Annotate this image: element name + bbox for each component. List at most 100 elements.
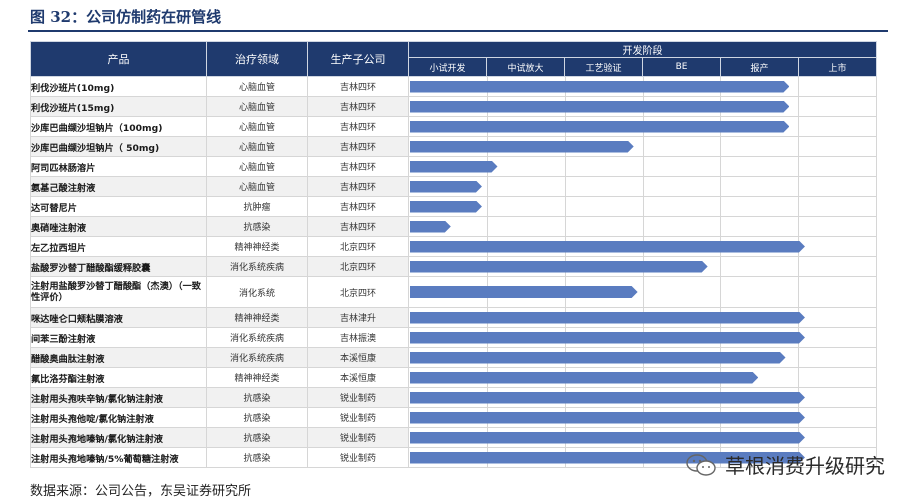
therapeutic-area: 精神神经类 xyxy=(206,307,308,328)
table-row: 注射用头孢他啶/氯化钠注射液 抗感染 锐业制药 xyxy=(30,407,878,428)
figure-title: 图 32：公司仿制药在研管线 xyxy=(30,8,222,26)
progress-bar xyxy=(410,261,708,273)
therapeutic-area: 心脑血管 xyxy=(206,96,308,117)
header-phase-launch: 上市 xyxy=(797,57,878,77)
table-row: 咪达唑仑口颊粘膜溶液 精神神经类 吉林津升 xyxy=(30,307,878,328)
progress-bar xyxy=(410,286,638,298)
header-therapeutic-area: 治疗领域 xyxy=(206,41,308,77)
pipeline-table: 产品 治疗领域 生产子公司 开发阶段 小试开发 中试放大 工艺验证 BE 报产 … xyxy=(30,40,878,468)
subsidiary: 吉林四环 xyxy=(307,136,409,157)
therapeutic-area: 心脑血管 xyxy=(206,136,308,157)
therapeutic-area: 消化系统疾病 xyxy=(206,347,308,368)
product-name: 氟比洛芬酯注射液 xyxy=(30,367,207,388)
phase-divider xyxy=(486,177,488,196)
phase-divider xyxy=(642,277,644,307)
header-phase-filing: 报产 xyxy=(720,57,799,77)
stage-cell xyxy=(407,156,878,177)
table-row: 注射用头孢地嗪钠/5%葡萄糖注射液 抗感染 锐业制药 xyxy=(30,447,878,468)
subsidiary: 锐业制药 xyxy=(307,427,409,448)
therapeutic-area: 精神神经类 xyxy=(206,367,308,388)
product-name: 沙库巴曲缬沙坦钠片（ 50mg) xyxy=(30,136,207,157)
progress-bar xyxy=(410,201,482,213)
progress-bar xyxy=(410,241,805,253)
phase-divider xyxy=(798,257,800,276)
subsidiary: 吉林振澳 xyxy=(307,327,409,348)
progress-bar xyxy=(410,141,634,153)
table-row: 利伐沙班片(15mg) 心脑血管 吉林四环 xyxy=(30,96,878,117)
table-row: 沙库巴曲缬沙坦钠片（100mg) 心脑血管 吉林四环 xyxy=(30,116,878,137)
stage-cell xyxy=(407,407,878,428)
product-name: 注射用头孢他啶/氯化钠注射液 xyxy=(30,407,207,428)
product-name: 达可替尼片 xyxy=(30,196,207,217)
stage-cell xyxy=(407,256,878,277)
table-row: 达可替尼片 抗肿瘤 吉林四环 xyxy=(30,196,878,217)
product-name: 间苯三酚注射液 xyxy=(30,327,207,348)
phase-divider xyxy=(798,177,800,196)
table-row: 注射用头孢呋辛钠/氯化钠注射液 抗感染 锐业制药 xyxy=(30,387,878,408)
subsidiary: 吉林四环 xyxy=(307,76,409,97)
header-development-stage: 开发阶段 xyxy=(407,40,878,59)
phase-divider xyxy=(720,277,722,307)
subsidiary: 吉林四环 xyxy=(307,96,409,117)
phase-divider xyxy=(798,368,800,387)
progress-bar xyxy=(410,161,498,173)
product-name: 注射用头孢地嗪钠/5%葡萄糖注射液 xyxy=(30,447,207,468)
product-name: 醋酸奥曲肽注射液 xyxy=(30,347,207,368)
subsidiary: 吉林四环 xyxy=(307,196,409,217)
therapeutic-area: 心脑血管 xyxy=(206,76,308,97)
phase-divider xyxy=(486,217,488,236)
therapeutic-area: 抗肿瘤 xyxy=(206,196,308,217)
header-subsidiary: 生产子公司 xyxy=(307,41,409,77)
header-phase-validation: 工艺验证 xyxy=(564,57,643,77)
progress-bar xyxy=(410,312,805,324)
progress-bar xyxy=(410,352,786,364)
phase-divider xyxy=(798,157,800,176)
table-row: 间苯三酚注射液 消化系统疾病 吉林振澳 xyxy=(30,327,878,348)
source-note: 数据来源：公司公告，东吴证券研究所 xyxy=(30,484,252,499)
stage-cell xyxy=(407,236,878,257)
subsidiary: 吉林四环 xyxy=(307,116,409,137)
table-row: 注射用盐酸罗沙替丁醋酸酯（杰澳）（一致性评价） 消化系统 北京四环 xyxy=(30,276,878,308)
therapeutic-area: 抗感染 xyxy=(206,427,308,448)
table-row: 阿司匹林肠溶片 心脑血管 吉林四环 xyxy=(30,156,878,177)
table-row: 盐酸罗沙替丁醋酸酯缓释胶囊 消化系统疾病 北京四环 xyxy=(30,256,878,277)
product-name: 注射用头孢地嗪钠/氯化钠注射液 xyxy=(30,427,207,448)
progress-bar xyxy=(410,121,789,133)
table-row: 氟比洛芬酯注射液 精神神经类 本溪恒康 xyxy=(30,367,878,388)
product-name: 阿司匹林肠溶片 xyxy=(30,156,207,177)
stage-cell xyxy=(407,76,878,97)
product-name: 利伐沙班片(10mg) xyxy=(30,76,207,97)
table-row: 氨基己酸注射液 心脑血管 吉林四环 xyxy=(30,176,878,197)
phase-divider xyxy=(642,137,644,156)
progress-bar xyxy=(410,221,451,233)
phase-divider xyxy=(720,217,722,236)
progress-bar xyxy=(410,392,805,404)
stage-cell xyxy=(407,96,878,117)
progress-bar xyxy=(410,372,758,384)
subsidiary: 北京四环 xyxy=(307,256,409,277)
table-row: 奥硝唑注射液 抗感染 吉林四环 xyxy=(30,216,878,237)
stage-cell xyxy=(407,387,878,408)
phase-divider xyxy=(798,117,800,136)
progress-bar xyxy=(410,332,805,344)
title-rule xyxy=(28,30,888,32)
therapeutic-area: 心脑血管 xyxy=(206,156,308,177)
table-row: 注射用头孢地嗪钠/氯化钠注射液 抗感染 锐业制药 xyxy=(30,427,878,448)
subsidiary: 吉林四环 xyxy=(307,176,409,197)
stage-cell xyxy=(407,276,878,308)
product-name: 注射用盐酸罗沙替丁醋酸酯（杰澳）（一致性评价） xyxy=(30,276,207,308)
stage-cell xyxy=(407,116,878,137)
header-product: 产品 xyxy=(30,41,207,77)
phase-divider xyxy=(564,157,566,176)
therapeutic-area: 抗感染 xyxy=(206,407,308,428)
progress-bar xyxy=(410,181,482,193)
watermark-text: 草根消费升级研究 xyxy=(725,454,885,478)
stage-cell xyxy=(407,307,878,328)
therapeutic-area: 心脑血管 xyxy=(206,176,308,197)
phase-divider xyxy=(642,157,644,176)
phase-divider xyxy=(720,177,722,196)
phase-divider xyxy=(720,137,722,156)
watermark: 草根消费升级研究 xyxy=(685,450,885,479)
header-phase-pilot: 中试放大 xyxy=(486,57,565,77)
phase-divider xyxy=(798,348,800,367)
